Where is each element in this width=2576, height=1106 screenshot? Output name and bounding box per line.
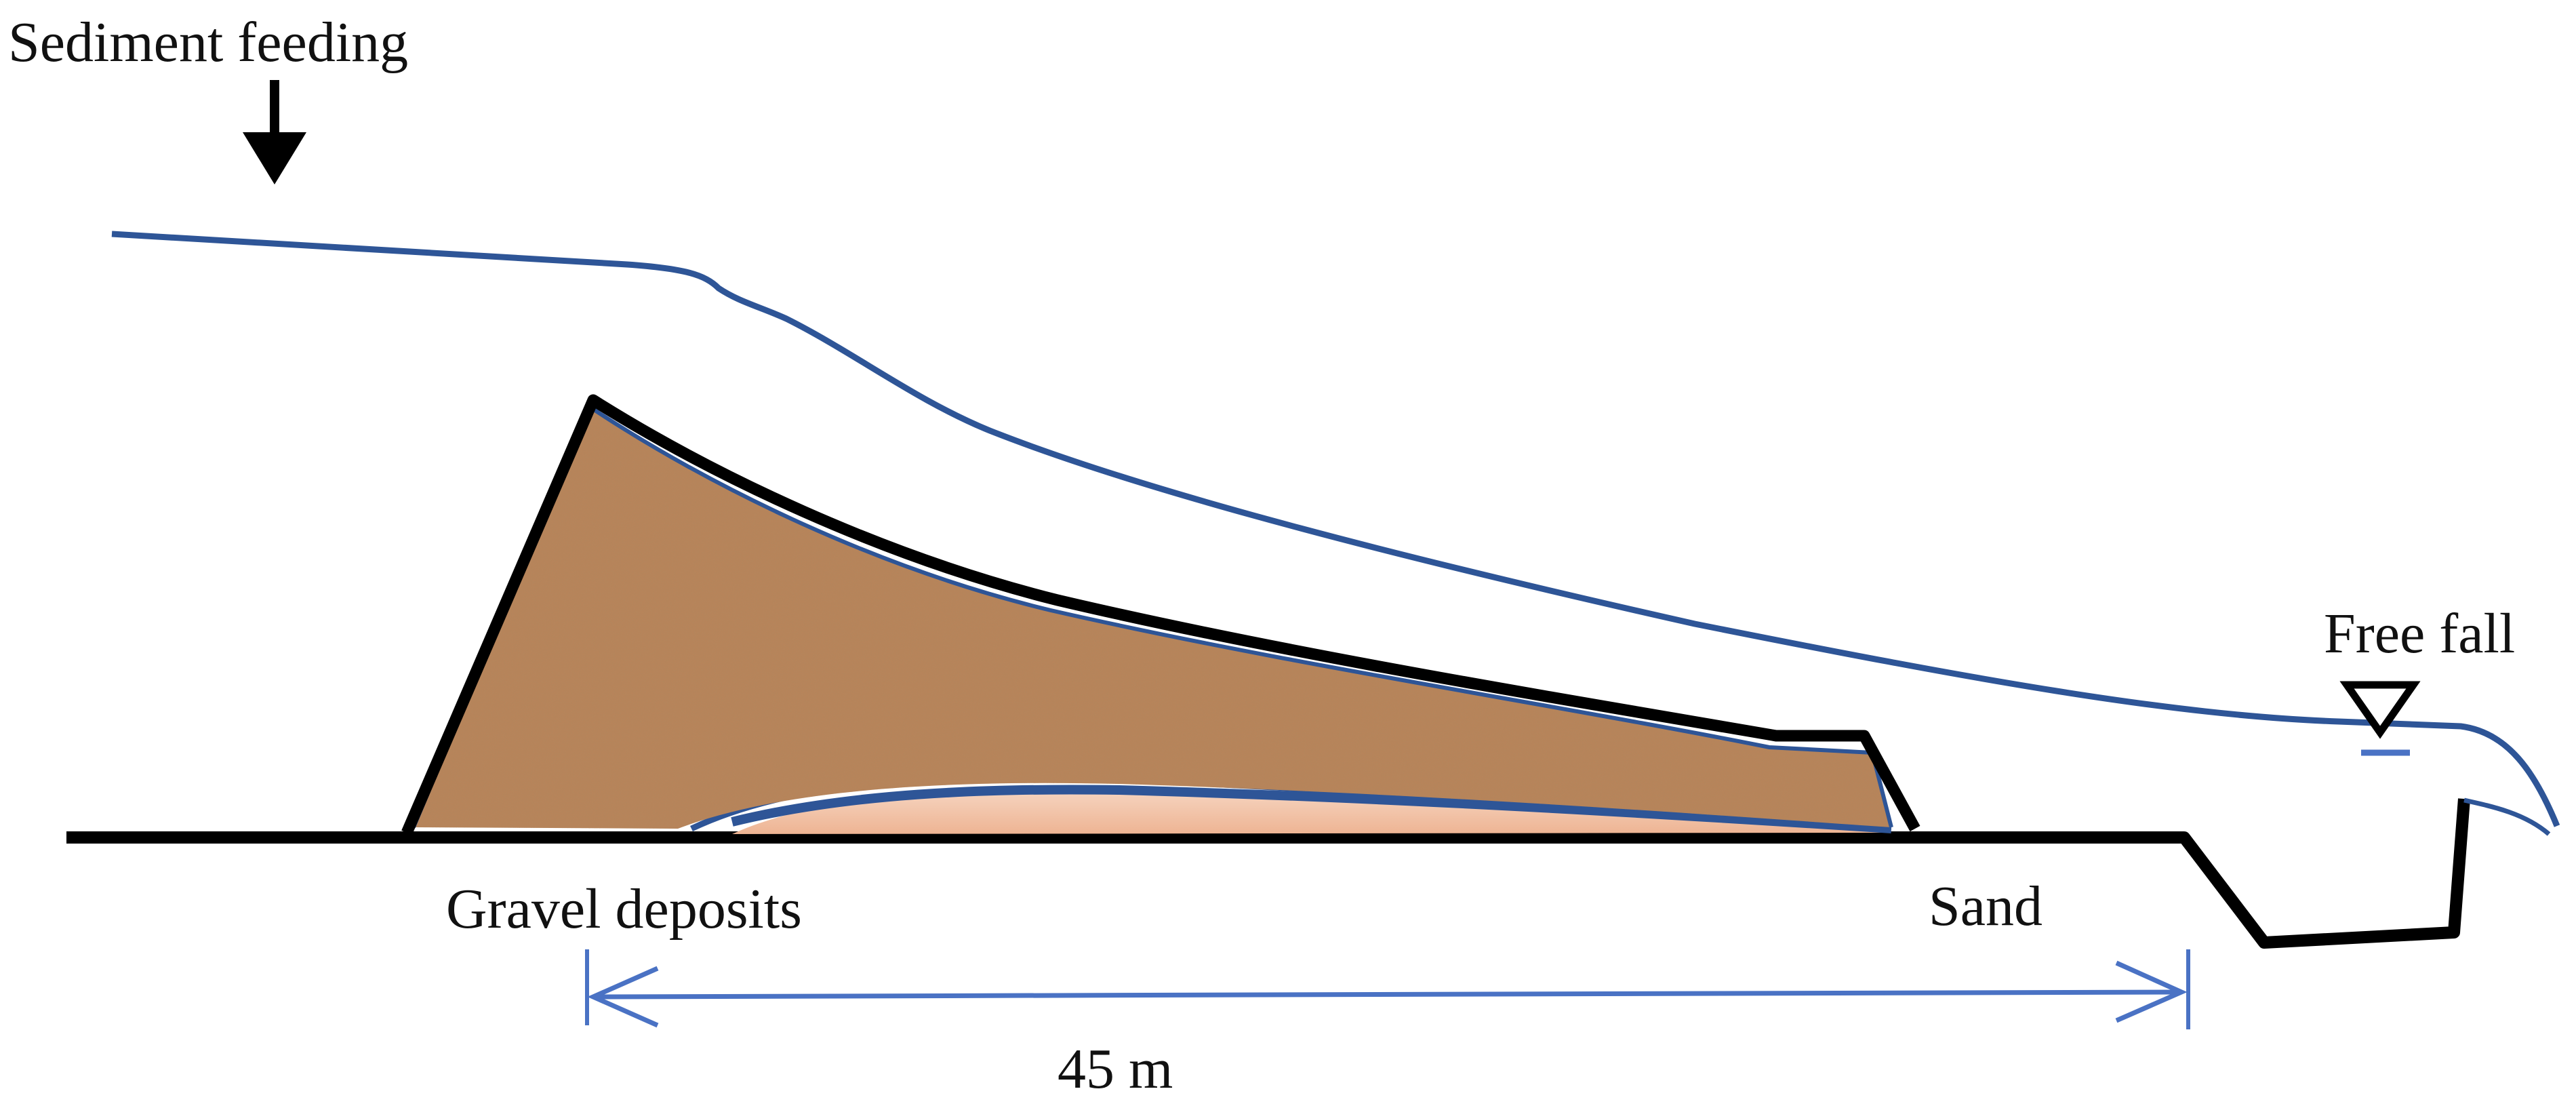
sediment-feeding-label: Sediment feeding — [8, 11, 408, 74]
distance-label: 45 m — [1058, 1038, 1173, 1101]
down-arrow-icon — [243, 80, 306, 184]
deposit-top-outline — [401, 394, 1920, 835]
water-surface-line — [111, 231, 2560, 827]
gravel-deposit — [411, 403, 1893, 829]
outlet-lip-line — [2463, 797, 2551, 836]
water-level-triangle-icon — [2339, 681, 2421, 756]
sand-lens-line-lower — [731, 785, 1892, 833]
sand-label: Sand — [1929, 875, 2042, 938]
gravel-deposits-label: Gravel deposits — [446, 877, 802, 941]
channel-bed — [66, 798, 2470, 949]
distance-dimension — [585, 949, 2190, 1029]
sand-deposit — [732, 787, 1885, 834]
free-fall-label: Free fall — [2324, 602, 2515, 665]
